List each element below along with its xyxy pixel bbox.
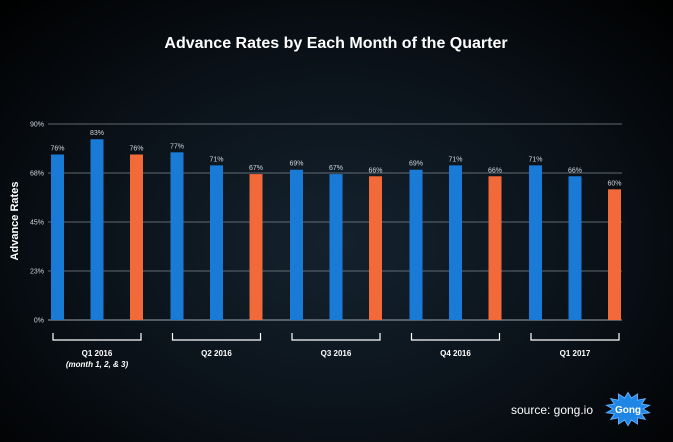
- y-tick-label: 0%: [34, 318, 44, 325]
- bar: [608, 189, 621, 320]
- data-label: 83%: [90, 130, 104, 137]
- category-sublabel: (month 1, 2, & 3): [66, 360, 129, 369]
- y-axis-label: Advance Rates: [9, 182, 21, 261]
- data-label: 76%: [129, 145, 143, 152]
- data-label: 77%: [170, 143, 184, 150]
- category-label: Q4 2016: [440, 349, 471, 358]
- bars: [51, 139, 621, 320]
- data-label: 60%: [607, 180, 621, 187]
- data-label: 71%: [448, 156, 462, 163]
- bar: [249, 174, 263, 320]
- y-tick-label: 68%: [30, 171, 44, 178]
- group-bracket: [530, 333, 620, 341]
- source-note: source: gong.io: [511, 403, 593, 417]
- category-labels: Q1 2016 (month 1, 2, & 3) Q2 2016 Q3 2016 Q4…: [66, 349, 591, 369]
- bar: [130, 154, 143, 320]
- y-tick-labels: 0% 23% 45% 68% 90%: [30, 122, 44, 325]
- category-label: Q2 2016: [201, 349, 232, 358]
- data-label: 69%: [409, 161, 423, 168]
- data-label: 71%: [209, 156, 223, 163]
- category-label: Q1 2017: [560, 349, 591, 358]
- group-bracket: [52, 333, 142, 341]
- y-tick-label: 90%: [30, 122, 44, 129]
- data-label: 66%: [368, 167, 382, 174]
- data-label: 67%: [329, 165, 343, 172]
- y-tick-label: 23%: [30, 269, 44, 276]
- bar: [529, 165, 542, 320]
- data-label: 67%: [249, 165, 263, 172]
- bar: [210, 165, 223, 320]
- category-label: Q1 2016: [82, 349, 113, 358]
- gong-logo-burst-icon: [605, 391, 651, 427]
- gong-logo: Gong: [605, 391, 651, 427]
- bar: [90, 139, 104, 320]
- data-label: 71%: [528, 156, 542, 163]
- group-bracket: [171, 333, 262, 341]
- gong-logo-text: Gong: [615, 405, 641, 416]
- group-brackets: [52, 333, 620, 341]
- data-label: 66%: [568, 167, 582, 174]
- bar: [568, 176, 582, 320]
- bar: [369, 176, 382, 320]
- group-bracket: [410, 333, 501, 341]
- bar: [329, 174, 343, 320]
- bar: [51, 154, 64, 320]
- bar: [170, 152, 184, 320]
- data-label: 76%: [50, 145, 64, 152]
- y-tick-label: 45%: [30, 220, 44, 227]
- group-bracket: [291, 333, 381, 341]
- bar: [409, 169, 423, 320]
- data-label: 69%: [289, 161, 303, 168]
- data-label: 66%: [488, 167, 502, 174]
- chart-title: Advance Rates by Each Month of the Quart…: [164, 35, 507, 52]
- bar: [449, 165, 462, 320]
- bar: [290, 169, 303, 320]
- data-labels: 76% 83% 76% 77% 71% 67% 69% 67% 66% 69% 71% 66% 71% 6…: [50, 130, 621, 187]
- bar: [488, 176, 502, 320]
- category-label: Q3 2016: [321, 349, 352, 358]
